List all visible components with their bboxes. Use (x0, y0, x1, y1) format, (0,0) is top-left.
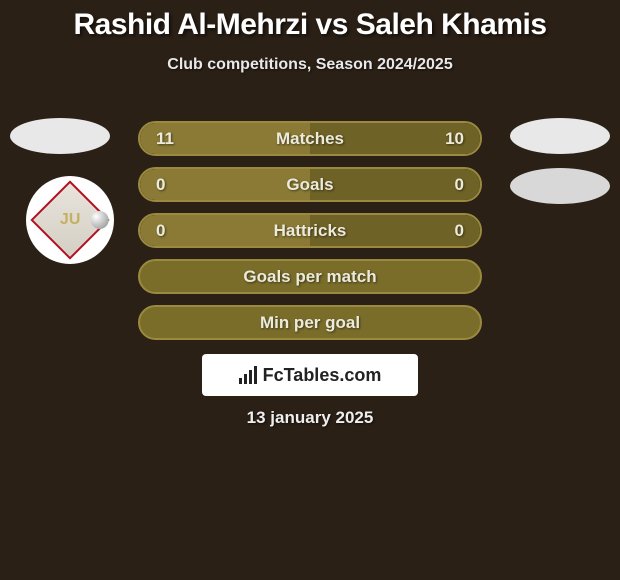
club-logo-diamond: JU (30, 180, 109, 259)
club-logo: JU (26, 176, 114, 264)
stat-label: Min per goal (260, 313, 360, 333)
player-right-badge (510, 118, 610, 154)
stat-left-value: 0 (156, 221, 165, 241)
stat-left-half: 0 (140, 169, 310, 200)
stat-row-matches: 11 10 Matches (138, 121, 482, 156)
stat-row-min-per-goal: Min per goal (138, 305, 482, 340)
stat-label: Goals per match (243, 267, 376, 287)
brand-badge: FcTables.com (202, 354, 418, 396)
stat-row-goals-per-match: Goals per match (138, 259, 482, 294)
stat-right-value: 0 (455, 221, 464, 241)
soccer-ball-icon (91, 211, 109, 229)
stat-right-half: 10 (310, 123, 480, 154)
brand-text: FcTables.com (263, 365, 382, 386)
bar-chart-icon (239, 366, 257, 384)
player-left-badge (10, 118, 110, 154)
stat-left-value: 11 (156, 129, 174, 149)
date-text: 13 january 2025 (0, 408, 620, 428)
stat-right-value: 0 (455, 175, 464, 195)
stat-row-hattricks: 0 0 Hattricks (138, 213, 482, 248)
comparison-rows: 11 10 Matches 0 0 Goals 0 0 Hattricks Go… (138, 121, 482, 351)
stat-left-half: 0 (140, 215, 310, 246)
stat-row-goals: 0 0 Goals (138, 167, 482, 202)
club-logo-monogram: JU (60, 211, 80, 229)
page-title: Rashid Al-Mehrzi vs Saleh Khamis (0, 0, 620, 42)
player-right-badge-2 (510, 168, 610, 204)
stat-right-half: 0 (310, 215, 480, 246)
stat-left-value: 0 (156, 175, 165, 195)
stat-right-value: 10 (445, 129, 464, 149)
page-subtitle: Club competitions, Season 2024/2025 (0, 56, 620, 74)
stat-left-half: 11 (140, 123, 310, 154)
stat-right-half: 0 (310, 169, 480, 200)
